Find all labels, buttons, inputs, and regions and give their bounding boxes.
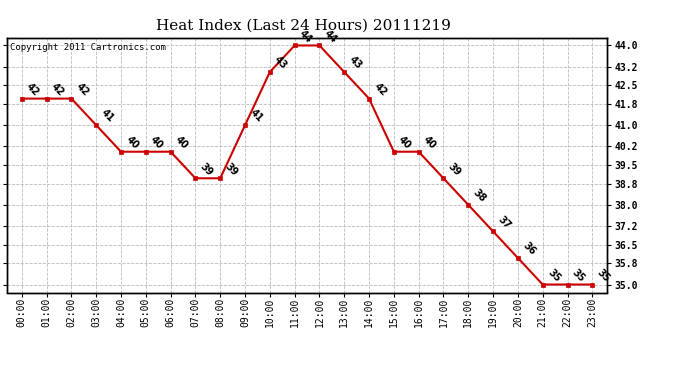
Text: 39: 39 xyxy=(223,161,239,177)
Text: Heat Index (Last 24 Hours) 20111219: Heat Index (Last 24 Hours) 20111219 xyxy=(156,19,451,33)
Text: 36: 36 xyxy=(521,241,538,257)
Text: 35: 35 xyxy=(571,267,587,284)
Text: 42: 42 xyxy=(25,81,41,98)
Text: 39: 39 xyxy=(446,161,463,177)
Text: 42: 42 xyxy=(372,81,388,98)
Text: 40: 40 xyxy=(173,134,190,151)
Text: 37: 37 xyxy=(496,214,513,231)
Text: 38: 38 xyxy=(471,188,488,204)
Text: 42: 42 xyxy=(74,81,91,98)
Text: 39: 39 xyxy=(198,161,215,177)
Text: 35: 35 xyxy=(546,267,562,284)
Text: Copyright 2011 Cartronics.com: Copyright 2011 Cartronics.com xyxy=(10,43,166,52)
Text: 41: 41 xyxy=(99,108,116,124)
Text: 40: 40 xyxy=(397,134,413,151)
Text: 40: 40 xyxy=(422,134,438,151)
Text: 44: 44 xyxy=(297,28,314,45)
Text: 42: 42 xyxy=(50,81,66,98)
Text: 41: 41 xyxy=(248,108,264,124)
Text: 40: 40 xyxy=(148,134,165,151)
Text: 40: 40 xyxy=(124,134,140,151)
Text: 43: 43 xyxy=(273,55,289,71)
Text: 43: 43 xyxy=(347,55,364,71)
Text: 35: 35 xyxy=(595,267,612,284)
Text: 44: 44 xyxy=(322,28,339,45)
